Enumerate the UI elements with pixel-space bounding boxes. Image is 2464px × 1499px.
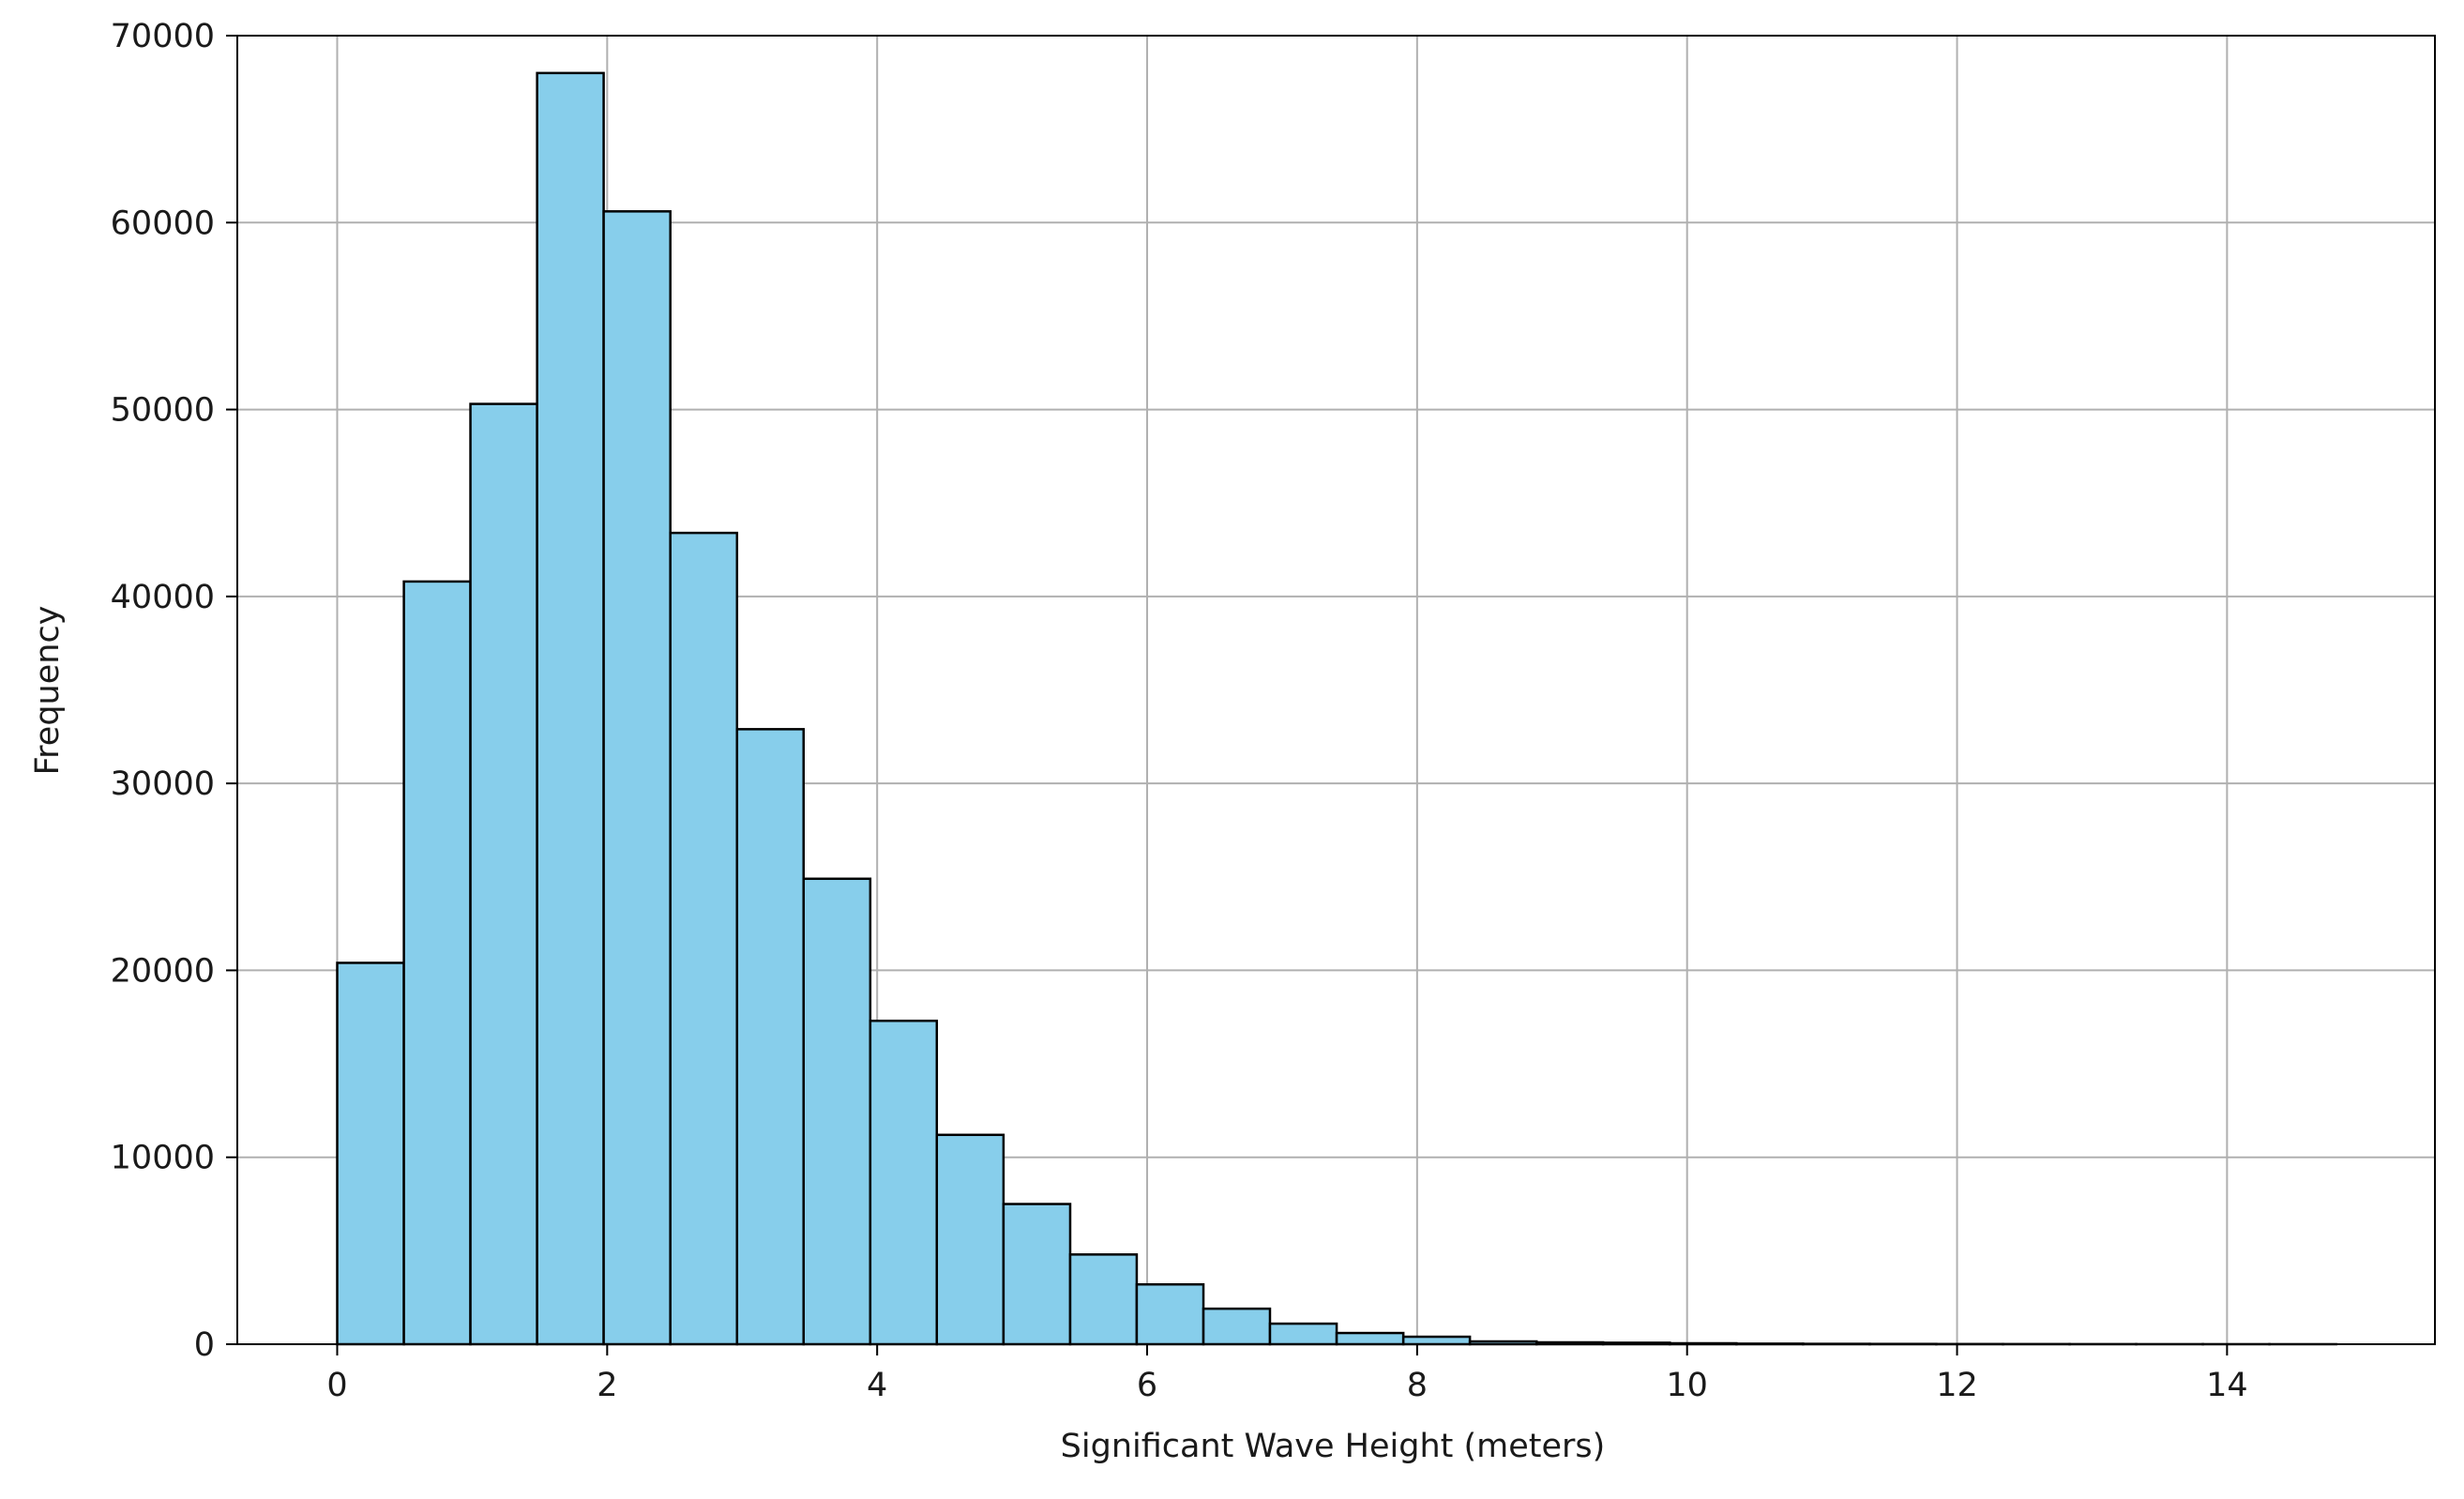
y-axis-label: Frequency	[29, 606, 67, 776]
x-tick-label: 6	[1137, 1367, 1157, 1404]
y-tick-label: 10000	[111, 1140, 215, 1177]
x-axis-ticks: 0 2 4 6 8 10 12 14	[326, 1344, 2248, 1404]
histogram-bar	[1068, 1253, 1139, 1346]
y-tick-label: 20000	[111, 952, 215, 990]
y-tick-label: 0	[194, 1326, 215, 1364]
y-tick-label: 70000	[111, 18, 215, 55]
histogram-bar	[602, 210, 672, 1346]
histogram-bar	[735, 728, 805, 1346]
x-tick-label: 10	[1666, 1367, 1708, 1404]
x-tick-label: 14	[2206, 1367, 2248, 1404]
plot-frame	[236, 35, 2436, 1345]
histogram-bar	[1202, 1307, 1272, 1346]
histogram-bar	[336, 961, 405, 1346]
y-tick-label: 40000	[111, 579, 215, 616]
histogram-bar	[869, 1019, 939, 1346]
histogram-bar	[536, 71, 605, 1346]
histogram-bar	[1335, 1331, 1405, 1346]
x-tick-label: 4	[867, 1367, 887, 1404]
x-tick-label: 12	[1936, 1367, 1978, 1404]
histogram-bar	[1002, 1203, 1072, 1346]
histogram-bars	[336, 71, 2337, 1346]
histogram-bar	[402, 580, 472, 1346]
y-axis-ticks: 0 10000 20000 30000 40000 50000 60000 70000	[111, 18, 237, 1364]
histogram-bar	[1135, 1282, 1205, 1346]
x-tick-label: 0	[326, 1367, 347, 1404]
x-tick-label: 2	[597, 1367, 617, 1404]
histogram-bar	[1268, 1322, 1338, 1346]
histogram-bar	[802, 877, 872, 1346]
histogram-bar	[669, 531, 739, 1346]
histogram-bar	[1401, 1335, 1472, 1346]
x-tick-label: 8	[1407, 1367, 1428, 1404]
y-tick-label: 50000	[111, 392, 215, 430]
histogram-bar	[935, 1133, 1005, 1346]
y-tick-label: 60000	[111, 204, 215, 242]
y-tick-label: 30000	[111, 765, 215, 803]
histogram-bar	[469, 402, 538, 1346]
x-axis-label: Significant Wave Height (meters)	[1061, 1428, 1606, 1465]
